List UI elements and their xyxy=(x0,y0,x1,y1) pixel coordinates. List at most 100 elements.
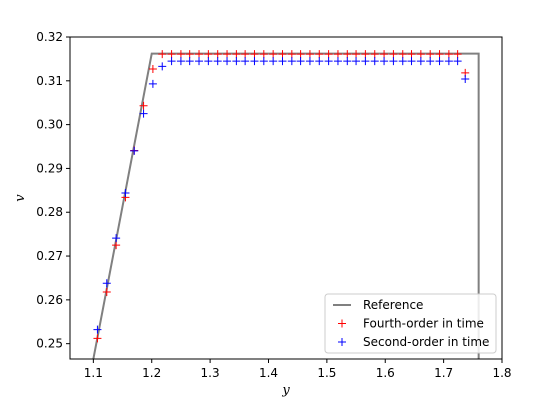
data-point xyxy=(416,57,425,66)
data-point xyxy=(380,57,389,66)
data-point xyxy=(287,50,296,59)
data-point xyxy=(241,50,250,59)
data-point xyxy=(407,50,416,59)
data-point xyxy=(176,57,185,66)
legend-label: Reference xyxy=(363,298,423,312)
y-tick-label: 0.30 xyxy=(36,118,63,132)
data-point xyxy=(259,50,268,59)
data-point xyxy=(185,50,194,59)
data-point xyxy=(389,50,398,59)
data-point xyxy=(333,57,342,66)
y-tick-label: 0.29 xyxy=(36,161,63,175)
data-point xyxy=(167,50,176,59)
data-point xyxy=(121,188,130,197)
data-point xyxy=(453,50,462,59)
data-point xyxy=(324,50,333,59)
data-point xyxy=(370,57,379,66)
data-point xyxy=(287,57,296,66)
x-tick-label: 1.2 xyxy=(142,366,161,380)
data-point xyxy=(296,57,305,66)
data-point xyxy=(241,57,250,66)
data-point xyxy=(139,101,148,110)
data-point xyxy=(167,57,176,66)
data-point xyxy=(223,50,232,59)
legend-box xyxy=(324,293,497,354)
data-point xyxy=(435,57,444,66)
data-point xyxy=(444,57,453,66)
y-tick-label: 0.26 xyxy=(36,293,63,307)
data-point xyxy=(324,57,333,66)
x-tick-label: 1.1 xyxy=(84,366,103,380)
data-point xyxy=(158,62,167,71)
data-point xyxy=(426,50,435,59)
x-tick-label: 1.3 xyxy=(201,366,220,380)
y-axis-label: v xyxy=(13,194,28,202)
data-point xyxy=(204,57,213,66)
x-tick-label: 1.7 xyxy=(434,366,453,380)
data-point xyxy=(250,50,259,59)
data-point xyxy=(269,50,278,59)
data-point xyxy=(333,50,342,59)
data-point xyxy=(343,57,352,66)
y-tick-label: 0.27 xyxy=(36,249,63,263)
series-1 xyxy=(93,50,470,343)
data-point xyxy=(370,50,379,59)
data-point xyxy=(380,50,389,59)
data-point xyxy=(259,57,268,66)
x-tick-label: 1.6 xyxy=(376,366,395,380)
data-point xyxy=(269,57,278,66)
y-tick-label: 0.25 xyxy=(36,337,63,351)
data-point xyxy=(176,50,185,59)
data-point xyxy=(213,57,222,66)
data-point xyxy=(398,57,407,66)
data-point xyxy=(112,241,121,250)
data-point xyxy=(398,50,407,59)
series-layer xyxy=(92,50,480,359)
legend-label: Second-order in time xyxy=(363,335,489,349)
data-point xyxy=(204,50,213,59)
data-point xyxy=(453,57,462,66)
data-point xyxy=(148,79,157,88)
data-point xyxy=(343,50,352,59)
data-point xyxy=(461,75,470,84)
data-point xyxy=(416,50,425,59)
data-point xyxy=(195,50,204,59)
plot-frame xyxy=(69,36,503,360)
data-point xyxy=(93,325,102,334)
data-point xyxy=(139,109,148,118)
data-point xyxy=(102,287,111,296)
data-point xyxy=(426,57,435,66)
data-point xyxy=(305,50,314,59)
data-point xyxy=(130,146,139,155)
data-point xyxy=(185,57,194,66)
reference-line xyxy=(92,52,480,359)
y-axis: 0.25 0.26 0.27 0.28 0.29 0.30 0.31 0.32 xyxy=(36,30,70,351)
legend-label: Fourth-order in time xyxy=(363,317,484,331)
data-point xyxy=(148,64,157,73)
y-tick-label: 0.32 xyxy=(36,30,63,44)
x-axis-label: y xyxy=(281,383,290,398)
data-point xyxy=(352,50,361,59)
x-tick-label: 1.5 xyxy=(317,366,336,380)
data-point xyxy=(278,50,287,59)
data-point xyxy=(444,50,453,59)
data-point xyxy=(232,50,241,59)
legend-swatch xyxy=(338,338,346,346)
data-point xyxy=(315,57,324,66)
legend: Reference Fourth-order in time Second-orde… xyxy=(324,293,497,354)
data-point xyxy=(93,334,102,343)
data-point xyxy=(223,57,232,66)
y-tick-label: 0.28 xyxy=(36,205,63,219)
x-tick-label: 1.8 xyxy=(492,366,511,380)
data-point xyxy=(213,50,222,59)
x-axis: 1.1 1.2 1.3 1.4 1.5 1.6 1.7 1.8 xyxy=(84,359,512,380)
data-point xyxy=(278,57,287,66)
data-point xyxy=(361,57,370,66)
y-tick-label: 0.31 xyxy=(36,74,63,88)
data-point xyxy=(407,57,416,66)
legend-swatch xyxy=(338,319,346,328)
series-0 xyxy=(92,52,480,359)
data-point xyxy=(250,57,259,66)
data-point xyxy=(232,57,241,66)
